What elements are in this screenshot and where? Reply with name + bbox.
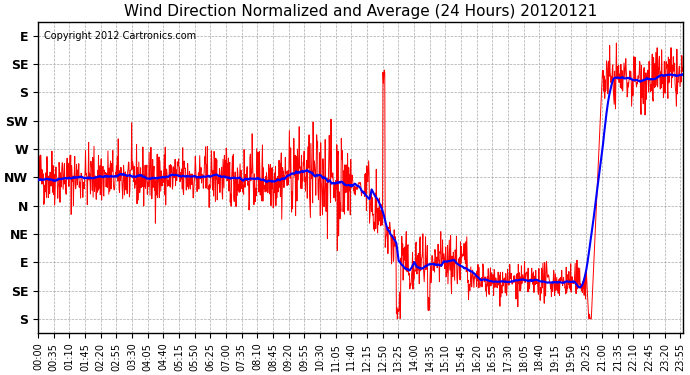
Title: Wind Direction Normalized and Average (24 Hours) 20120121: Wind Direction Normalized and Average (2… [124, 4, 597, 19]
Text: Copyright 2012 Cartronics.com: Copyright 2012 Cartronics.com [44, 31, 197, 41]
